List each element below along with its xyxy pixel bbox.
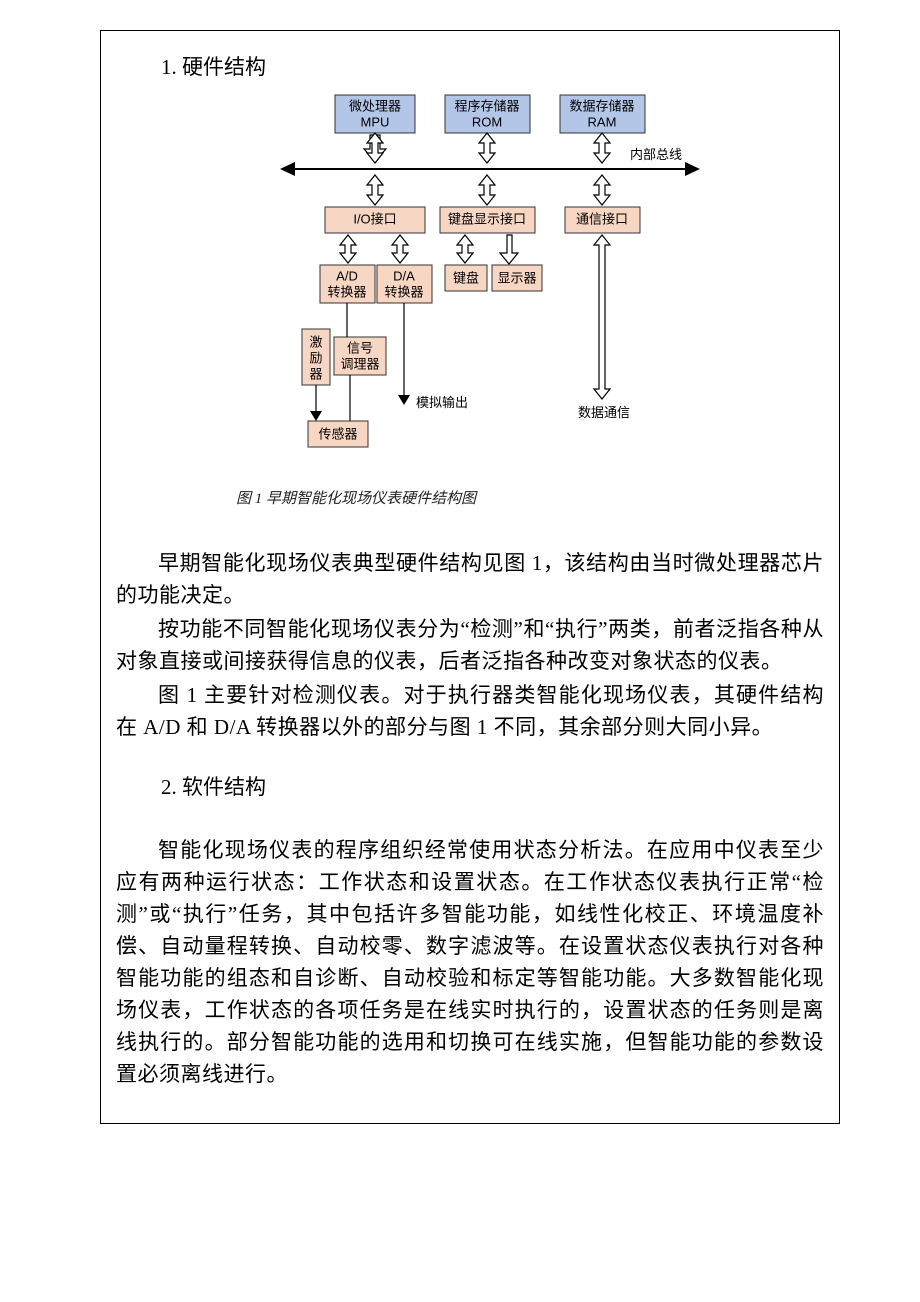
data-comm-label: 数据通信: [578, 405, 630, 420]
cond-label-2: 调理器: [340, 356, 379, 371]
da-label-2: 转换器: [384, 284, 423, 299]
para-sw-1: 智能化现场仪表的程序组织经常使用状态分析法。在应用中仪表至少应有两种运行状态：工…: [116, 835, 824, 1090]
dbl-arrow-io: [367, 175, 383, 205]
para-hw-3: 图 1 主要针对检测仪表。对于执行器类智能化现场仪表，其硬件结构在 A/D 和 …: [116, 680, 824, 744]
dbl-arrow-datacomm: [594, 235, 610, 399]
da-label-1: D/A: [393, 268, 415, 283]
exc-label-1: 激: [309, 334, 322, 349]
page-frame: 1. 硬件结构 微处理器 MPU 程序存储器 ROM 数据存储器 RAM: [100, 30, 840, 1124]
bus-label: 内部总线: [630, 147, 682, 162]
figure-1-caption: 图 1 早期智能化现场仪表硬件结构图: [236, 487, 824, 508]
dbl-arrow-da: [392, 235, 408, 263]
para-hw-2: 按功能不同智能化现场仪表分为“检测”和“执行”两类，前者泛指各种从对象直接或间接…: [116, 614, 824, 678]
ram-label-1: 数据存储器: [569, 98, 634, 113]
hardware-diagram-svg: 微处理器 MPU 程序存储器 ROM 数据存储器 RAM: [230, 89, 710, 469]
arrowhead-icon: [398, 395, 410, 405]
section-1-heading: 1. 硬件结构: [161, 51, 824, 81]
ad-label-1: A/D: [336, 268, 358, 283]
kbdisp-label: 键盘显示接口: [448, 211, 526, 226]
dbl-arrow-kbdisp: [479, 175, 495, 205]
mpu-label-2: MPU: [361, 114, 390, 129]
sensor-label: 传感器: [318, 426, 357, 441]
exc-label-2: 励: [309, 350, 322, 365]
dbl-arrow-ad: [340, 235, 356, 263]
arrow-disp-down: [500, 235, 518, 264]
dbl-arrow-rom: [479, 133, 495, 163]
analog-out-label: 模拟输出: [416, 395, 468, 410]
bus-arrow-right: [685, 162, 700, 176]
rom-label-1: 程序存储器: [454, 98, 519, 113]
dbl-arrow-comm: [594, 175, 610, 205]
rom-label-2: ROM: [472, 114, 502, 129]
io-label: I/O接口: [353, 211, 396, 226]
arrowhead-icon: [310, 411, 322, 421]
bus-arrow-left: [280, 162, 295, 176]
para-hw-1: 早期智能化现场仪表典型硬件结构见图 1，该结构由当时微处理器芯片的功能决定。: [116, 548, 824, 612]
comm-label: 通信接口: [576, 211, 628, 226]
dbl-arrow-ram: [594, 133, 610, 163]
section-2-heading: 2. 软件结构: [161, 771, 824, 801]
ad-label-2: 转换器: [327, 284, 366, 299]
cond-label-1: 信号: [347, 340, 373, 355]
kb-label: 键盘: [453, 270, 479, 285]
exc-label-3: 器: [309, 366, 322, 381]
disp-label: 显示器: [497, 270, 536, 285]
dbl-arrow-kb: [457, 235, 473, 263]
diagram-figure-1: 微处理器 MPU 程序存储器 ROM 数据存储器 RAM: [116, 89, 824, 469]
mpu-label-1: 微处理器: [349, 98, 401, 113]
spacer: [116, 745, 824, 771]
spacer: [116, 809, 824, 835]
ram-label-2: RAM: [588, 114, 617, 129]
